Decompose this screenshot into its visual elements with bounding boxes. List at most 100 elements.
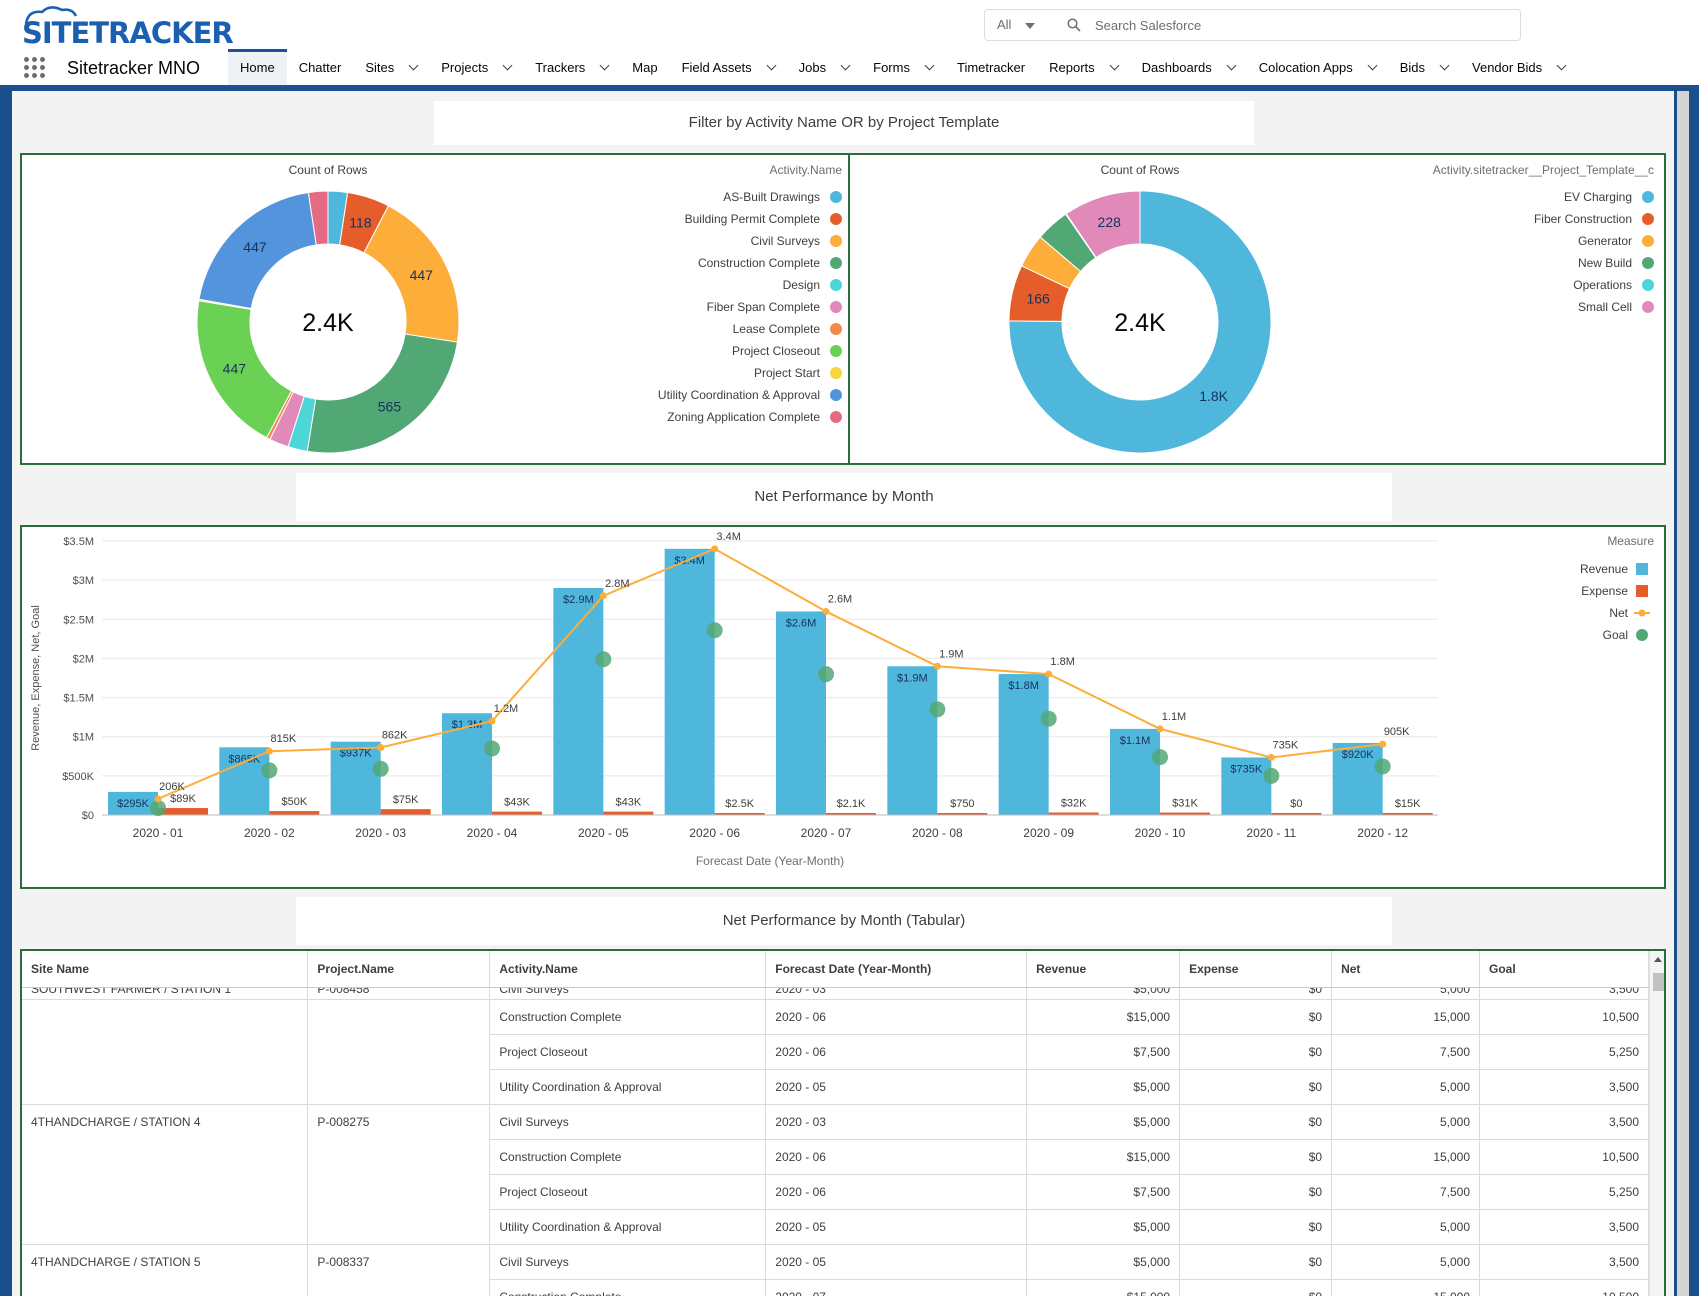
column-header[interactable]: Site Name	[22, 951, 309, 988]
legend-item-label[interactable]: Fiber Construction	[1534, 212, 1632, 226]
goal-point[interactable]	[1040, 710, 1057, 727]
table-row[interactable]: Utility Coordination & Approval 2020 - 05…	[22, 1069, 1649, 1105]
net-point[interactable]	[377, 744, 385, 752]
donut-slice[interactable]	[1065, 190, 1141, 259]
expense-bar[interactable]	[1160, 812, 1210, 815]
chevron-down-icon[interactable]	[1109, 60, 1120, 71]
chevron-down-icon[interactable]	[408, 60, 419, 71]
table-row[interactable]: Construction Complete 2020 - 06 $15,000 $0 1…	[22, 1139, 1649, 1175]
net-point[interactable]	[154, 795, 162, 803]
legend-item-label[interactable]: Expense	[1581, 584, 1628, 598]
nav-tab-forms[interactable]: Forms	[861, 49, 945, 85]
legend-item-label[interactable]: Small Cell	[1578, 300, 1632, 314]
goal-point[interactable]	[150, 799, 166, 816]
goal-point[interactable]	[261, 762, 278, 779]
revenue-bar[interactable]	[108, 791, 158, 815]
expense-bar[interactable]	[492, 811, 542, 815]
nav-tab-reports[interactable]: Reports	[1037, 49, 1130, 85]
chevron-down-icon[interactable]	[1556, 60, 1567, 71]
net-point[interactable]	[822, 607, 830, 615]
search-scope-dropdown[interactable]: All	[984, 9, 1046, 41]
table-row[interactable]: Construction Complete 2020 - 06 $15,000 $0 1…	[22, 999, 1649, 1105]
legend-item-label[interactable]: EV Charging	[1564, 190, 1632, 204]
revenue-bar[interactable]	[1110, 728, 1160, 815]
nav-tab-sites[interactable]: Sites	[353, 49, 429, 85]
nav-tab-home[interactable]: Home	[228, 49, 287, 85]
revenue-bar[interactable]	[1221, 757, 1272, 815]
search-box[interactable]	[1045, 9, 1521, 41]
expense-bar[interactable]	[603, 811, 654, 815]
scroll-up-icon[interactable]	[1654, 957, 1662, 962]
goal-point[interactable]	[1152, 749, 1168, 766]
legend-item-label[interactable]: AS-Built Drawings	[723, 190, 820, 204]
net-point[interactable]	[265, 747, 273, 755]
revenue-bar[interactable]	[330, 741, 381, 815]
search-input[interactable]	[1095, 15, 1495, 35]
chevron-down-icon[interactable]	[599, 60, 610, 71]
table-row[interactable]: Utility Coordination & Approval 2020 - 05…	[22, 1209, 1649, 1245]
table-row[interactable]: 4THANDCHARGE / STATION 4 P-008275 Civil Su…	[22, 1104, 1649, 1245]
column-header[interactable]: Net	[1331, 951, 1481, 988]
net-point[interactable]	[599, 592, 607, 600]
expense-bar[interactable]	[714, 813, 765, 815]
legend-item-label[interactable]: Project Start	[754, 366, 821, 380]
nav-tab-vendor-bids[interactable]: Vendor Bids	[1460, 49, 1577, 85]
legend-item-label[interactable]: Design	[783, 278, 820, 292]
column-header[interactable]: Expense	[1179, 951, 1333, 988]
legend-item-label[interactable]: Construction Complete	[698, 256, 820, 270]
goal-point[interactable]	[1263, 767, 1280, 784]
nav-tab-chatter[interactable]: Chatter	[287, 49, 354, 85]
app-launcher-icon[interactable]	[24, 57, 46, 79]
column-header[interactable]: Revenue	[1026, 951, 1181, 988]
chevron-down-icon[interactable]	[1367, 60, 1378, 71]
goal-point[interactable]	[929, 701, 946, 718]
table-row[interactable]: Project Closeout 2020 - 06 $7,500 $0 7,500 5,…	[22, 1034, 1649, 1070]
legend-item-label[interactable]: Project Closeout	[732, 344, 821, 358]
expense-bar[interactable]	[1048, 812, 1099, 815]
legend-item-label[interactable]: Utility Coordination & Approval	[658, 388, 820, 402]
expense-bar[interactable]	[1382, 813, 1433, 815]
nav-tab-bids[interactable]: Bids	[1388, 49, 1460, 85]
table-row[interactable]: Project Closeout 2020 - 06 $7,500 $0 7,500 5,…	[22, 1174, 1649, 1210]
legend-item-label[interactable]: Civil Surveys	[751, 234, 820, 248]
expense-bar[interactable]	[826, 813, 876, 815]
goal-point[interactable]	[595, 651, 612, 668]
legend-item-label[interactable]: Zoning Application Complete	[667, 410, 820, 424]
chevron-down-icon[interactable]	[840, 60, 851, 71]
expense-bar[interactable]	[937, 813, 988, 815]
net-point[interactable]	[488, 717, 496, 725]
legend-item-label[interactable]: Net	[1609, 606, 1628, 620]
revenue-bar[interactable]	[998, 674, 1049, 815]
nav-tab-field-assets[interactable]: Field Assets	[670, 49, 787, 85]
revenue-bar[interactable]	[219, 747, 270, 815]
scroll-thumb[interactable]	[1653, 973, 1664, 991]
goal-point[interactable]	[706, 622, 723, 639]
chevron-down-icon[interactable]	[924, 60, 935, 71]
revenue-bar[interactable]	[887, 666, 938, 815]
donut-slice[interactable]	[306, 333, 459, 454]
table-scrollbar[interactable]	[1649, 951, 1664, 1296]
nav-tab-dashboards[interactable]: Dashboards	[1130, 49, 1247, 85]
revenue-bar[interactable]	[776, 611, 826, 815]
page-scrollbar[interactable]	[1677, 91, 1689, 1296]
net-point[interactable]	[1267, 753, 1275, 761]
net-point[interactable]	[933, 662, 941, 670]
chevron-down-icon[interactable]	[502, 60, 513, 71]
expense-bar[interactable]	[158, 808, 208, 815]
legend-item-label[interactable]: Fiber Span Complete	[707, 300, 821, 314]
table-row[interactable]: 4THANDCHARGE / STATION 5 P-008337 Civil Su…	[22, 1244, 1649, 1296]
chevron-down-icon[interactable]	[766, 60, 777, 71]
donut-slice[interactable]	[1008, 190, 1272, 454]
goal-point[interactable]	[484, 740, 500, 757]
chevron-down-icon[interactable]	[1226, 60, 1237, 71]
nav-tab-projects[interactable]: Projects	[429, 49, 523, 85]
column-header[interactable]: Goal	[1479, 951, 1649, 988]
nav-tab-timetracker[interactable]: Timetracker	[945, 49, 1037, 85]
expense-bar[interactable]	[1271, 813, 1322, 815]
expense-bar[interactable]	[380, 809, 431, 815]
net-point[interactable]	[1156, 725, 1164, 733]
expense-bar[interactable]	[269, 811, 320, 815]
legend-item-label[interactable]: Generator	[1578, 234, 1632, 248]
sitetracker-logo[interactable]: SITETRACKER	[20, 4, 234, 50]
